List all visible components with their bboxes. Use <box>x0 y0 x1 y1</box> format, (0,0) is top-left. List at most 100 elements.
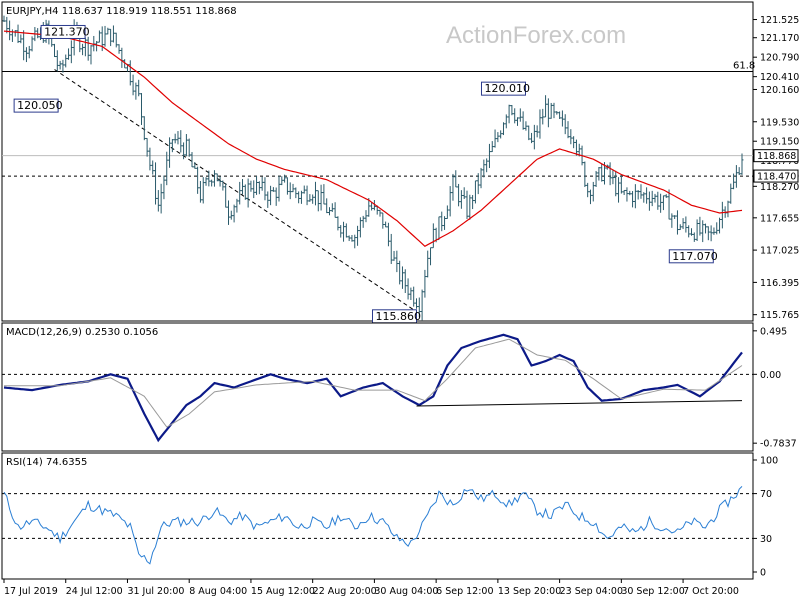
watermark: ActionForex.com <box>446 22 626 49</box>
ohlc-bar <box>583 161 587 188</box>
ohlc-bar <box>358 217 362 238</box>
ohlc-bar <box>156 190 160 212</box>
ohlc-bar <box>400 266 404 289</box>
support-box <box>753 169 799 183</box>
ohlc-bar <box>524 121 528 131</box>
ohlc-bar <box>182 142 186 160</box>
price-tick-label: 120.790 <box>760 53 799 64</box>
ohlc-bar <box>597 166 601 181</box>
ohlc-bar <box>347 235 351 242</box>
ohlc-bar <box>695 219 699 242</box>
fib-618-label: 61.8 <box>733 61 755 72</box>
ohlc-bar <box>681 218 685 230</box>
ohlc-bar <box>659 193 663 213</box>
annotation-label: 120.010 <box>484 82 530 95</box>
ohlc-bar <box>19 34 23 44</box>
ohlc-bar <box>229 210 233 220</box>
ohlc-bar <box>235 198 239 213</box>
ohlc-bar <box>210 179 214 187</box>
price-tick-label: 119.150 <box>760 137 799 148</box>
ohlc-bar <box>30 36 34 52</box>
ohlc-bar <box>527 125 531 141</box>
ohlc-bar <box>280 176 284 186</box>
ohlc-bar <box>530 132 534 144</box>
ohlc-bar <box>224 183 228 208</box>
ohlc-bar <box>709 225 713 242</box>
ohlc-bar <box>241 178 245 195</box>
ohlc-bar <box>184 134 188 157</box>
ohlc-bar <box>176 131 180 145</box>
rsi-tick-label: 30 <box>760 534 772 545</box>
time-tick-label: 15 Aug 12:00 <box>251 586 315 597</box>
rsi-line <box>3 486 743 565</box>
ohlc-bar <box>712 227 716 235</box>
time-tick-label: 7 Oct 20:00 <box>683 586 739 597</box>
ohlc-bar <box>305 185 309 206</box>
ohlc-bar <box>440 211 444 232</box>
price-tick-label: 121.170 <box>760 33 799 44</box>
ohlc-bar <box>24 47 28 63</box>
ohlc-bar <box>647 191 651 211</box>
ohlc-bar <box>591 181 595 202</box>
ohlc-bar <box>493 129 497 148</box>
ohlc-bar <box>476 173 480 195</box>
price-annotation: 115.860 <box>371 309 421 324</box>
ohlc-bar <box>255 175 259 195</box>
ohlc-bar <box>465 190 469 219</box>
ohlc-bar <box>103 25 107 47</box>
ohlc-bar <box>204 177 208 186</box>
ohlc-bar <box>316 190 320 212</box>
ohlc-bar <box>53 43 57 58</box>
price-annotations: 121.370 120.050 115.860 120.010 117.070 <box>13 24 718 324</box>
ohlc-bar <box>642 192 646 203</box>
ohlc-bar <box>271 187 275 192</box>
ohlc-bar <box>285 177 289 195</box>
time-tick-label: 13 Sep 20:00 <box>498 586 561 597</box>
ohlc-bar <box>496 132 500 143</box>
ohlc-bar <box>614 170 618 197</box>
price-tick-label: 119.530 <box>760 117 799 128</box>
ohlc-bar <box>687 225 691 238</box>
ohlc-bar <box>291 183 295 193</box>
ohlc-bar <box>504 114 508 129</box>
ohlc-bar <box>269 185 273 206</box>
ohlc-bar <box>479 167 483 189</box>
ohlc-bar <box>417 297 421 318</box>
ohlc-bar <box>238 181 242 205</box>
ohlc-bar <box>532 124 536 150</box>
ohlc-bar <box>370 202 374 211</box>
ohlc-bar <box>145 137 149 157</box>
ohlc-bar <box>549 102 553 119</box>
ohlc-bar <box>715 222 719 235</box>
macd-panel-title: MACD(12,26,9) 0.2530 0.1056 <box>6 327 158 338</box>
macd-line <box>3 333 743 443</box>
ohlc-bar <box>333 202 337 218</box>
ema-path <box>3 30 743 248</box>
ohlc-bar <box>398 260 402 285</box>
ohlc-bar <box>459 190 463 209</box>
ohlc-bar <box>544 95 548 118</box>
ohlc-bar <box>636 190 640 200</box>
ohlc-bar <box>283 174 287 183</box>
ohlc-bar <box>243 184 247 200</box>
ohlc-bar <box>490 141 494 153</box>
ohlc-bar <box>608 162 612 186</box>
ohlc-bar <box>131 74 135 96</box>
ohlc-bar <box>414 298 418 309</box>
ohlc-bar <box>558 111 562 120</box>
rsi-panel-title: RSI(14) 74.6355 <box>6 457 87 468</box>
ohlc-bar <box>619 174 623 194</box>
ohlc-bar <box>97 30 101 43</box>
ohlc-bar <box>656 191 660 210</box>
ohlc-bar <box>594 170 598 187</box>
ohlc-bar <box>661 195 665 211</box>
ohlc-bar <box>201 177 205 204</box>
ohlc-bar <box>403 269 407 294</box>
ohlc-bar <box>344 223 348 238</box>
ohlc-bar <box>737 167 741 176</box>
ohlc-bar <box>689 228 693 236</box>
ohlc-bar <box>311 194 315 204</box>
ohlc-bar <box>372 200 376 211</box>
ohlc-bar <box>330 203 334 212</box>
